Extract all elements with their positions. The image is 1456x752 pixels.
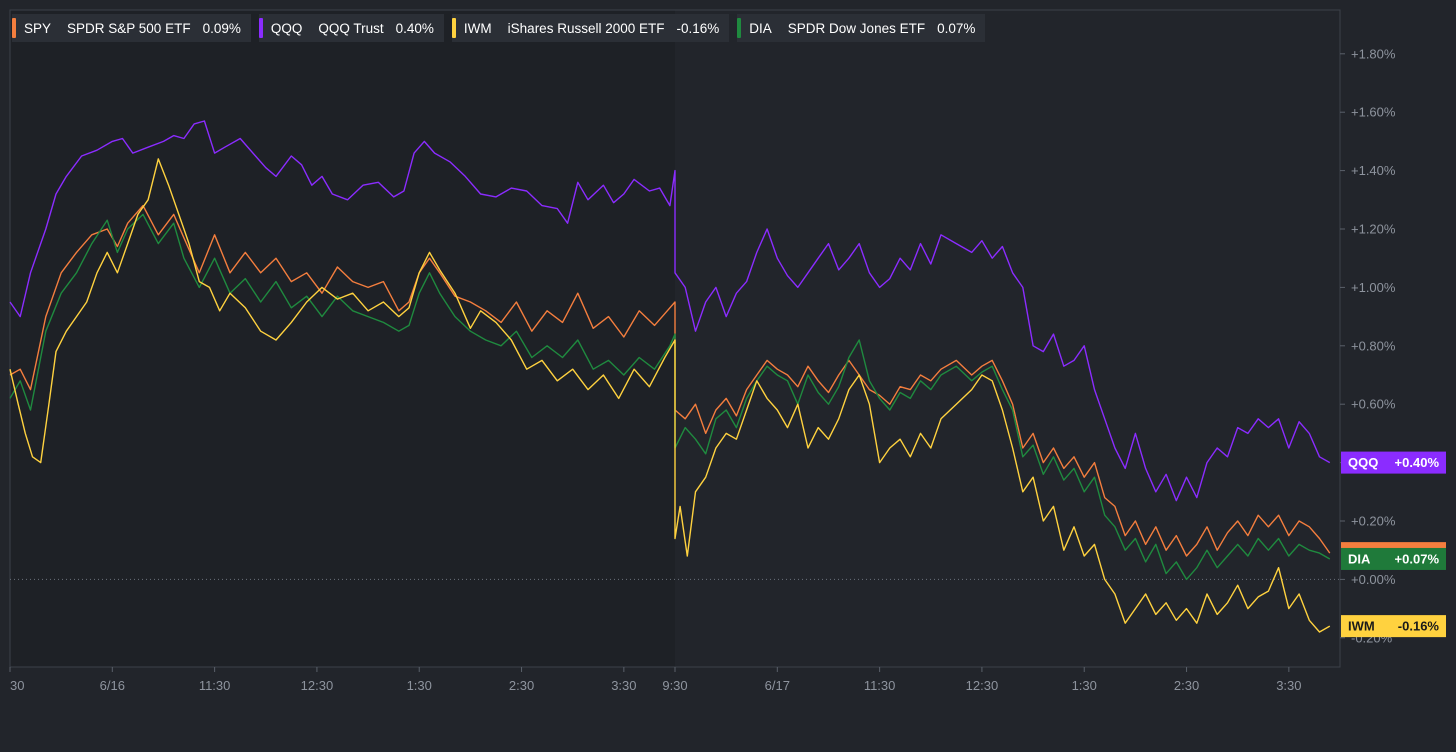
legend-ticker: IWM <box>463 20 492 36</box>
badge-ticker: QQQ <box>1348 455 1378 470</box>
badge-bg <box>1341 547 1446 570</box>
x-tick-label: 1:30 <box>407 678 432 693</box>
legend: SPY SPDR S&P 500 ETF 0.09% QQQ QQQ Trust… <box>12 14 986 42</box>
last-value-badges: QQQ+0.40%SPY+0.09%DIA+0.07%IWM-0.16% <box>1341 451 1446 638</box>
y-tick-label: +0.00% <box>1351 572 1396 587</box>
x-tick-label: 3:30 <box>1276 678 1301 693</box>
legend-swatch-dia <box>737 18 742 38</box>
legend-change: 0.09% <box>202 20 241 36</box>
legend-swatch-qqq <box>258 18 263 38</box>
series-lines <box>9 120 1331 633</box>
legend-ticker: QQQ <box>270 20 303 36</box>
legend-item-spy[interactable]: SPY SPDR S&P 500 ETF 0.09% <box>12 14 251 42</box>
legend-item-iwm[interactable]: IWM iShares Russell 2000 ETF -0.16% <box>451 14 730 42</box>
badge-ticker: DIA <box>1348 551 1371 566</box>
x-tick-label: 12:30 <box>301 678 334 693</box>
x-tick-label: 6/17 <box>765 678 790 693</box>
legend-swatch-iwm <box>451 18 456 38</box>
y-tick-label: +0.20% <box>1351 514 1396 529</box>
badge-qqq: QQQ +0.40% <box>1341 451 1446 474</box>
series-line-iwm <box>9 158 1331 633</box>
x-tick-label: 30 <box>10 678 24 693</box>
badge-dia: DIA +0.07% <box>1341 547 1446 570</box>
legend-name: QQQ Trust <box>318 20 384 36</box>
legend-change: 0.40% <box>395 20 434 36</box>
badge-ticker: IWM <box>1348 619 1375 634</box>
legend-ticker: SPY <box>24 20 52 36</box>
y-tick-label: +1.00% <box>1351 280 1396 295</box>
x-tick-label: 1:30 <box>1072 678 1097 693</box>
y-tick-label: +0.80% <box>1351 338 1396 353</box>
legend-name: SPDR S&P 500 ETF <box>67 20 191 36</box>
badge-value: +0.07% <box>1395 551 1440 566</box>
x-tick-label: 9:30 <box>662 678 687 693</box>
y-tick-label: +0.60% <box>1351 397 1396 412</box>
badge-bg <box>1341 615 1446 638</box>
legend-ticker: DIA <box>749 20 772 36</box>
x-tick-label: 2:30 <box>1174 678 1199 693</box>
legend-item-dia[interactable]: DIA SPDR Dow Jones ETF 0.07% <box>737 14 986 42</box>
x-axis: 30 6/16 11:30 12:30 1:30 2:30 3:30 9:30 6/17 11:3… <box>9 667 1302 693</box>
series-line-spy <box>9 204 1331 557</box>
y-tick-label: +1.80% <box>1351 46 1396 61</box>
series-line-qqq <box>9 120 1331 502</box>
legend-item-qqq[interactable]: QQQ QQQ Trust 0.40% <box>258 14 444 42</box>
legend-name: SPDR Dow Jones ETF <box>787 20 926 36</box>
legend-name: iShares Russell 2000 ETF <box>507 20 665 36</box>
x-tick-label: 11:30 <box>864 678 896 693</box>
x-tick-label: 12:30 <box>966 678 999 693</box>
x-tick-label: 3:30 <box>611 678 636 693</box>
badge-value: +0.40% <box>1395 455 1440 470</box>
session-one-bg <box>10 10 675 667</box>
y-tick-label: +1.60% <box>1351 105 1396 120</box>
legend-change: 0.07% <box>937 20 976 36</box>
y-tick-label: +1.40% <box>1351 163 1396 178</box>
badge-value: -0.16% <box>1398 619 1440 634</box>
badge-bg <box>1341 451 1446 474</box>
x-tick-label: 2:30 <box>509 678 534 693</box>
x-tick-label: 11:30 <box>199 678 231 693</box>
y-tick-label: +1.20% <box>1351 222 1396 237</box>
badge-iwm: IWM -0.16% <box>1341 615 1446 638</box>
legend-change: -0.16% <box>676 20 720 36</box>
x-tick-label: 6/16 <box>100 678 125 693</box>
series-line-dia <box>9 213 1331 581</box>
legend-swatch-spy <box>12 18 16 38</box>
